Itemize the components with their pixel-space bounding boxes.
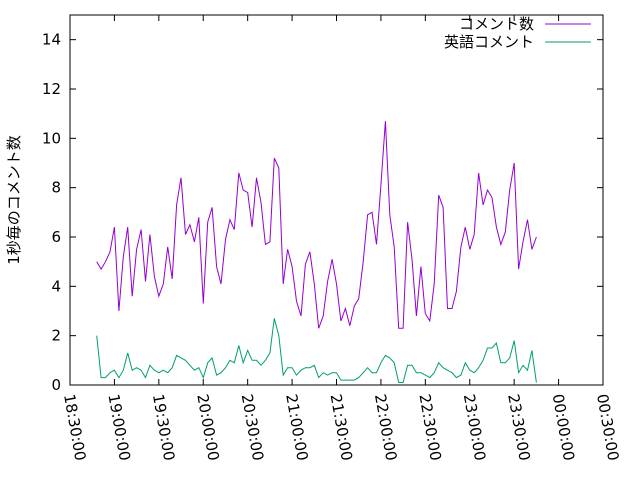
legend-label: 英語コメント [444,33,534,51]
x-tick-label: 23:00:00 [460,393,489,462]
y-tick-label: 10 [42,129,61,147]
x-tick-label: 21:30:00 [327,393,356,462]
y-tick-label: 14 [42,31,61,49]
x-tick-label: 18:30:00 [60,393,89,462]
y-axis-label: 1秒毎のコメント数 [5,135,23,265]
series-line-0 [96,121,537,329]
x-tick-label: 19:30:00 [149,393,178,462]
y-tick-label: 2 [51,327,61,345]
series-lines [96,121,537,383]
y-tick-label: 4 [51,277,61,295]
x-tick-label: 21:00:00 [282,393,311,462]
x-tick-label: 22:30:00 [415,393,444,462]
x-tick-label: 00:30:00 [593,393,622,462]
x-tick-label: 23:30:00 [504,393,533,462]
y-axis: 0 2 4 6 8 10 12 14 [42,31,603,394]
legend-label: コメント数 [459,15,534,33]
x-tick-label: 20:30:00 [238,393,267,462]
x-tick-label: 22:00:00 [371,393,400,462]
series-line-1 [96,318,537,383]
x-tick-label: 19:00:00 [104,393,133,462]
x-axis: 18:30:00 19:00:00 19:30:00 20:00:00 20:30:00… [60,15,622,462]
y-tick-label: 6 [51,228,61,246]
x-tick-label: 00:00:00 [549,393,578,462]
plot-frame [69,14,604,386]
y-tick-label: 12 [42,80,61,98]
y-tick-label: 8 [51,179,61,197]
x-tick-label: 20:00:00 [193,393,222,462]
y-tick-label: 0 [51,376,61,394]
